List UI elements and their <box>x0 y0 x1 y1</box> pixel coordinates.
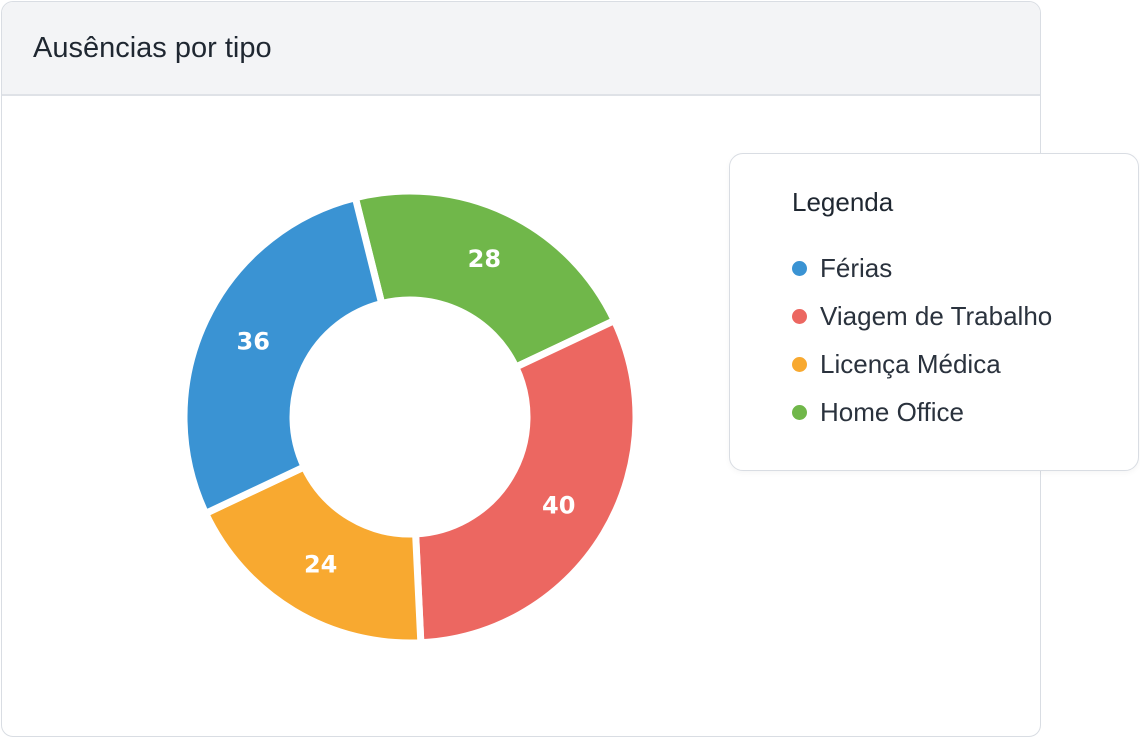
legend-item-home-office: Home Office <box>792 388 1052 436</box>
legend-item-viagem-de-trabalho: Viagem de Trabalho <box>792 292 1052 340</box>
legend-label: Viagem de Trabalho <box>820 300 1053 331</box>
slice-value-label: 40 <box>542 491 575 519</box>
card-header: Ausências por tipo <box>2 2 1040 96</box>
slice-licen-a-m-dica <box>200 462 425 647</box>
legend-dot <box>792 308 807 324</box>
slice-f-rias <box>180 193 386 519</box>
legend-title: Legenda <box>792 187 894 217</box>
legend-item-licenca-medica: Licença Médica <box>792 340 1052 388</box>
slice-value-label: 24 <box>304 551 337 579</box>
legend-panel: Legenda Férias Viagem de Trabalho Licenç… <box>729 153 1139 471</box>
legend-label: Férias <box>820 252 893 283</box>
legend-label: Home Office <box>820 396 965 427</box>
slice-value-label: 36 <box>237 328 270 356</box>
legend-dot <box>792 404 807 420</box>
slice-viagem-de-trabalho <box>411 315 640 647</box>
card-title: Ausências por tipo <box>33 31 272 64</box>
legend-label: Licença Médica <box>820 348 1001 379</box>
slice-value-label: 28 <box>468 245 501 273</box>
legend-dot <box>792 260 807 276</box>
legend-dot <box>792 356 807 372</box>
legend-item-ferias: Férias <box>792 244 1052 292</box>
legend-list: Férias Viagem de Trabalho Licença Médica… <box>792 244 1052 436</box>
slice-home-office <box>351 187 620 372</box>
